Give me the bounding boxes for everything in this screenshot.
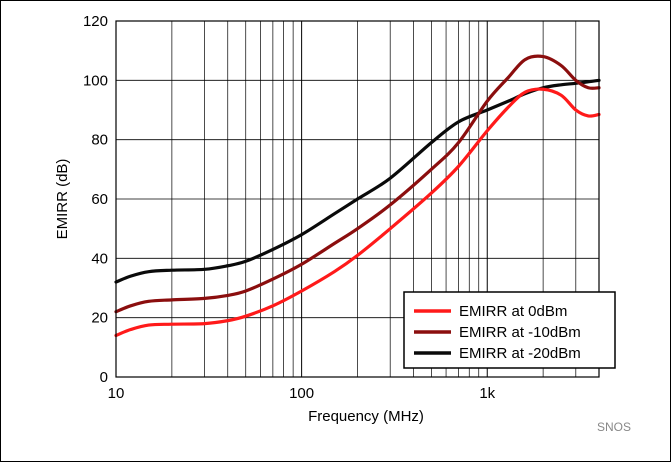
x-tick-label: 1k (479, 385, 495, 402)
legend-label: EMIRR at -10dBm (459, 324, 581, 341)
x-axis-label: Frequency (MHz) (308, 408, 424, 425)
y-tick-label: 0 (100, 369, 108, 386)
y-tick-label: 80 (91, 132, 108, 149)
y-tick-labels: 0 20 40 60 80 100 120 (83, 13, 108, 386)
plot-area-border (115, 20, 600, 378)
y-tick-label: 100 (83, 72, 108, 89)
series-lines (114, 54, 601, 338)
y-axis-label: EMIRR (dB) (54, 159, 71, 240)
y-tick-label: 120 (83, 13, 108, 30)
y-tick-label: 20 (91, 310, 108, 327)
y-tick-label: 60 (91, 191, 108, 208)
series-line (114, 54, 601, 314)
x-tick-labels: 10 100 1k (108, 385, 496, 402)
x-tick-label: 100 (289, 385, 314, 402)
series-line (114, 87, 601, 338)
legend-box (403, 291, 616, 369)
series-line (114, 78, 601, 284)
legend-label: EMIRR at -20dBm (459, 345, 581, 362)
legend: EMIRR at 0dBm EMIRR at -10dBm EMIRR at -20… (403, 291, 616, 369)
y-tick-label: 40 (91, 250, 108, 267)
watermark-text: SNOS (597, 420, 631, 434)
x-tick-label: 10 (108, 385, 125, 402)
legend-label: EMIRR at 0dBm (459, 303, 567, 320)
